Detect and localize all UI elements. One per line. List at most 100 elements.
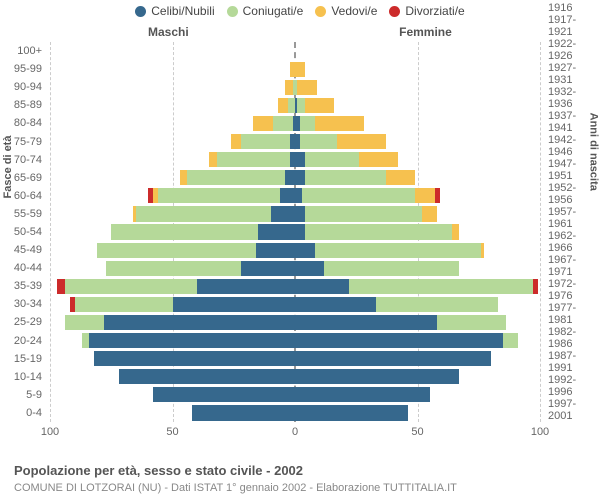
age-band-label: 20-24 <box>0 332 46 350</box>
bar-segment <box>288 98 295 113</box>
female-bar <box>295 206 437 221</box>
bar-segment <box>376 297 499 312</box>
bar-segment <box>295 297 376 312</box>
female-bar <box>295 387 430 402</box>
bar-segment <box>241 134 290 149</box>
bar-segment <box>65 315 104 330</box>
birth-year-label: 1927-1931 <box>544 62 599 86</box>
female-bar <box>295 333 518 348</box>
male-bar <box>57 279 295 294</box>
age-row <box>50 295 540 313</box>
legend-item: Vedovi/e <box>315 4 377 18</box>
age-row <box>50 133 540 151</box>
male-bar <box>82 333 295 348</box>
female-bar <box>295 279 538 294</box>
bar-segment <box>295 279 349 294</box>
chart-subtitle: COMUNE DI LOTZORAI (NU) - Dati ISTAT 1° … <box>14 482 457 494</box>
population-pyramid-chart: Celibi/Nubili Coniugati/e Vedovi/e Divorzia… <box>0 0 600 500</box>
birth-year-label: 1972-1976 <box>544 278 599 302</box>
x-tick-label: 100 <box>531 426 549 438</box>
legend-label: Vedovi/e <box>331 4 377 18</box>
male-side-label: Maschi <box>148 25 189 39</box>
bar-segment <box>359 152 398 167</box>
age-row <box>50 42 540 60</box>
bar-segment <box>278 98 288 113</box>
bar-segment <box>295 206 305 221</box>
bar-segment <box>253 116 273 131</box>
age-row <box>50 368 540 386</box>
birth-year-label: 1992-1996 <box>544 374 599 398</box>
age-band-label: 100+ <box>0 42 46 60</box>
age-band-label: 85-89 <box>0 96 46 114</box>
age-row <box>50 313 540 331</box>
birth-year-label: 1912-1916 <box>544 0 599 14</box>
age-band-label: 10-14 <box>0 368 46 386</box>
age-band-label: 55-59 <box>0 205 46 223</box>
legend-item: Celibi/Nubili <box>135 4 214 18</box>
bar-segment <box>324 261 459 276</box>
bar-segment <box>302 188 415 203</box>
female-bar <box>295 405 408 420</box>
age-band-label: 45-49 <box>0 241 46 259</box>
bar-segment <box>300 134 337 149</box>
bar-segment <box>295 224 305 239</box>
legend-swatch <box>389 6 400 17</box>
bar-segment <box>349 279 533 294</box>
female-bar <box>295 62 305 77</box>
bar-segment <box>106 261 241 276</box>
bar-segment <box>158 188 281 203</box>
legend-label: Coniugati/e <box>243 4 304 18</box>
x-axis: 10050050100 <box>50 422 540 442</box>
male-bar <box>106 261 295 276</box>
birth-year-label: 1957-1961 <box>544 206 599 230</box>
male-bar <box>278 98 295 113</box>
legend-label: Divorziati/e <box>405 4 464 18</box>
male-bar <box>65 315 295 330</box>
bar-segment <box>65 279 197 294</box>
female-bar <box>295 351 491 366</box>
legend-label: Celibi/Nubili <box>151 4 214 18</box>
birth-year-label: 1937-1941 <box>544 110 599 134</box>
age-row <box>50 169 540 187</box>
bar-segment <box>273 116 293 131</box>
bar-segment <box>153 387 295 402</box>
bar-segment <box>295 152 305 167</box>
male-bar <box>231 134 295 149</box>
bar-segment <box>533 279 538 294</box>
bar-segment <box>295 170 305 185</box>
bar-segment <box>295 261 324 276</box>
bar-segment <box>437 315 506 330</box>
legend: Celibi/Nubili Coniugati/e Vedovi/e Divorzia… <box>0 4 600 20</box>
age-row <box>50 350 540 368</box>
male-bar <box>192 405 295 420</box>
birth-year-label: 1917-1921 <box>544 14 599 38</box>
female-bar <box>295 315 506 330</box>
age-band-label: 90-94 <box>0 78 46 96</box>
male-bar <box>70 297 295 312</box>
male-bar <box>153 387 295 402</box>
age-band-label: 65-69 <box>0 169 46 187</box>
birth-year-label: 1922-1926 <box>544 38 599 62</box>
age-row <box>50 241 540 259</box>
bar-segment <box>295 315 437 330</box>
bar-segment <box>481 243 483 258</box>
male-bar <box>97 243 295 258</box>
bar-segment <box>297 80 317 95</box>
bar-segment <box>337 134 386 149</box>
age-band-label: 5-9 <box>0 386 46 404</box>
age-band-label: 35-39 <box>0 277 46 295</box>
female-bar <box>295 224 459 239</box>
legend-item: Divorziati/e <box>389 4 464 18</box>
bar-segment <box>297 98 304 113</box>
bar-segment <box>258 224 295 239</box>
bar-segment <box>285 170 295 185</box>
age-row <box>50 96 540 114</box>
age-row <box>50 386 540 404</box>
female-bar <box>295 80 317 95</box>
bar-segment <box>136 206 271 221</box>
bar-segment <box>241 261 295 276</box>
bar-segment <box>104 315 295 330</box>
male-bar <box>285 80 295 95</box>
age-row <box>50 151 540 169</box>
legend-item: Coniugati/e <box>227 4 304 18</box>
